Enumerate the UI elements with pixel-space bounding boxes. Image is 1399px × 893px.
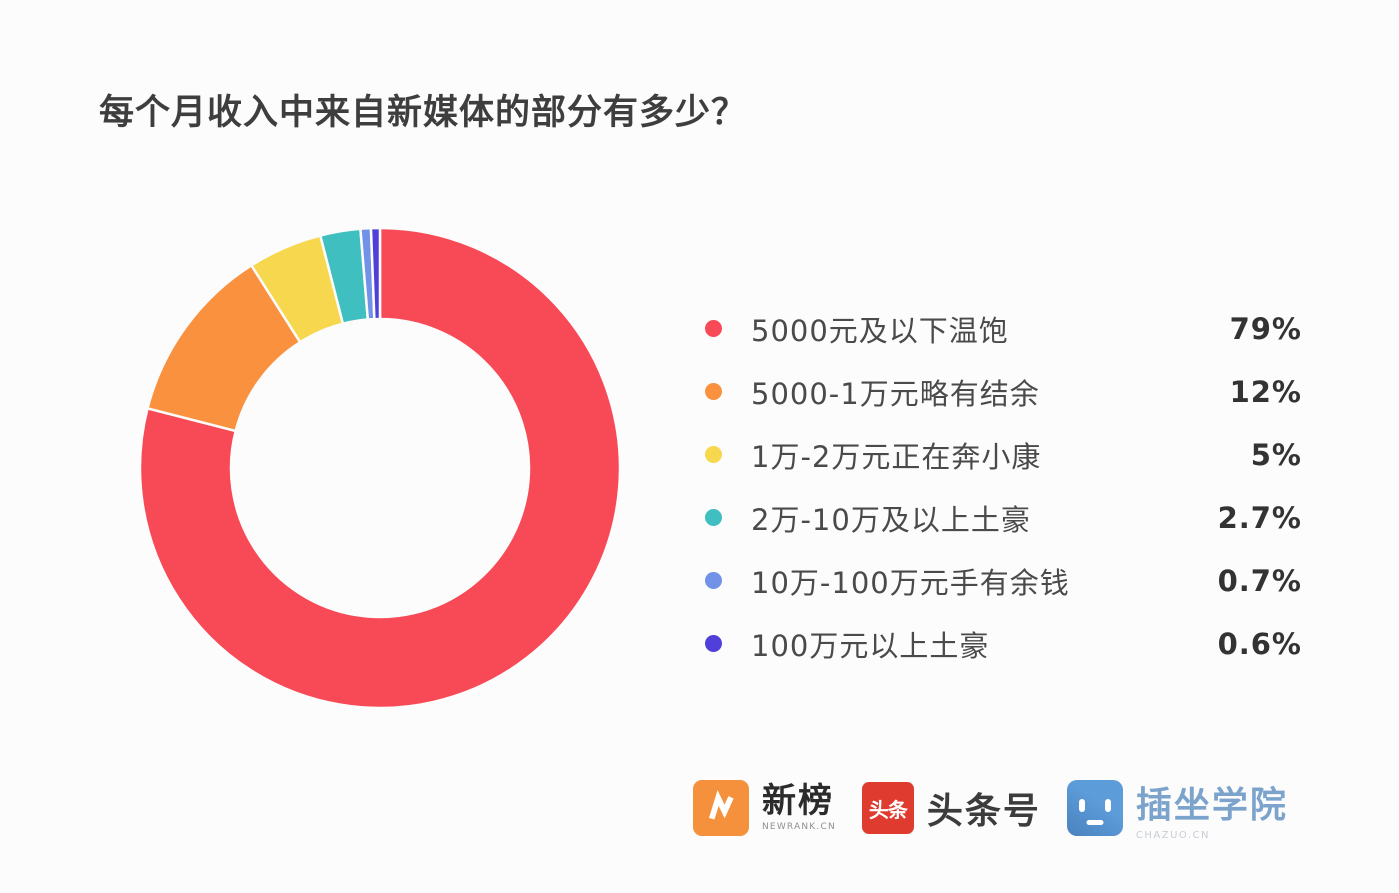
toutiao-icon-text: 头条 [868, 797, 908, 822]
newrank-wordmark: 新榜 [762, 781, 834, 822]
toutiao-wordmark: 头条号 [926, 791, 1041, 832]
legend-item: 2万-10万及以上土豪 2.7% [705, 486, 1302, 549]
robot-mouth [1086, 820, 1104, 825]
legend-label: 5000元及以下温饱 [751, 313, 1009, 348]
donut-segment-5 [369, 226, 382, 321]
robot-eye-right [1104, 799, 1111, 812]
legend-value: 0.6% [1217, 626, 1302, 661]
legend-dot-icon [705, 320, 722, 337]
legend-value: 79% [1229, 311, 1302, 346]
toutiao-icon: 头条 [861, 782, 914, 834]
legend-dot-icon [705, 572, 722, 589]
footer-logos: 新榜 NEWRANK.CN 头条 头条号 插坐学院 CHAZUO.CN [693, 776, 1288, 841]
legend-item: 100万元以上土豪 0.6% [705, 612, 1302, 675]
newrank-url: NEWRANK.CN [762, 821, 836, 832]
newrank-icon [693, 780, 749, 836]
legend-label: 1万-2万元正在奔小康 [751, 439, 1042, 474]
robot-eye-left [1078, 799, 1085, 812]
legend-label: 100万元以上土豪 [751, 628, 990, 663]
legend-label: 2万-10万及以上土豪 [751, 502, 1031, 537]
legend-label: 5000-1万元略有结余 [751, 376, 1040, 411]
legend-item: 10万-100万元手有余钱 0.7% [705, 549, 1302, 612]
legend-dot-icon [705, 635, 722, 652]
donut-chart [138, 226, 622, 710]
chazuo-logo: 插坐学院 CHAZUO.CN [1066, 776, 1288, 841]
chazuo-url: CHAZUO.CN [1135, 829, 1211, 841]
legend-item: 5000-1万元略有结余 12% [705, 360, 1302, 423]
legend-dot-icon [705, 383, 722, 400]
donut-segment-0 [138, 226, 622, 710]
page-title: 每个月收入中来自新媒体的部分有多少？ [99, 93, 748, 133]
legend-value: 0.7% [1217, 563, 1302, 598]
toutiao-logo: 头条 头条号 [861, 782, 1041, 834]
legend-label: 10万-100万元手有余钱 [751, 565, 1070, 600]
chazuo-robot-icon [1066, 780, 1123, 836]
legend-item: 5000元及以下温饱 79% [705, 297, 1302, 360]
newrank-logo: 新榜 NEWRANK.CN [693, 780, 836, 836]
legend-dot-icon [705, 509, 722, 526]
chazuo-wordmark: 插坐学院 [1135, 784, 1288, 826]
legend-value: 2.7% [1217, 500, 1302, 535]
legend-item: 1万-2万元正在奔小康 5% [705, 423, 1302, 486]
newrank-n-glyph [708, 790, 734, 820]
legend-value: 12% [1229, 374, 1302, 409]
chart-legend: 5000元及以下温饱 79% 5000-1万元略有结余 12% 1万-2万元正在奔小康 5… [705, 297, 1302, 675]
legend-value: 5% [1250, 437, 1302, 472]
legend-dot-icon [705, 446, 722, 463]
